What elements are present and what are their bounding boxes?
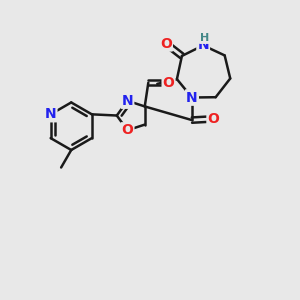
Text: N: N [186, 91, 198, 104]
Text: O: O [160, 37, 172, 50]
Text: N: N [45, 107, 56, 121]
Text: O: O [163, 76, 175, 90]
Text: N: N [197, 38, 209, 52]
Text: O: O [207, 112, 219, 126]
Text: N: N [186, 91, 198, 104]
Text: N: N [122, 94, 133, 108]
Text: H: H [200, 33, 209, 43]
Text: O: O [122, 123, 134, 137]
